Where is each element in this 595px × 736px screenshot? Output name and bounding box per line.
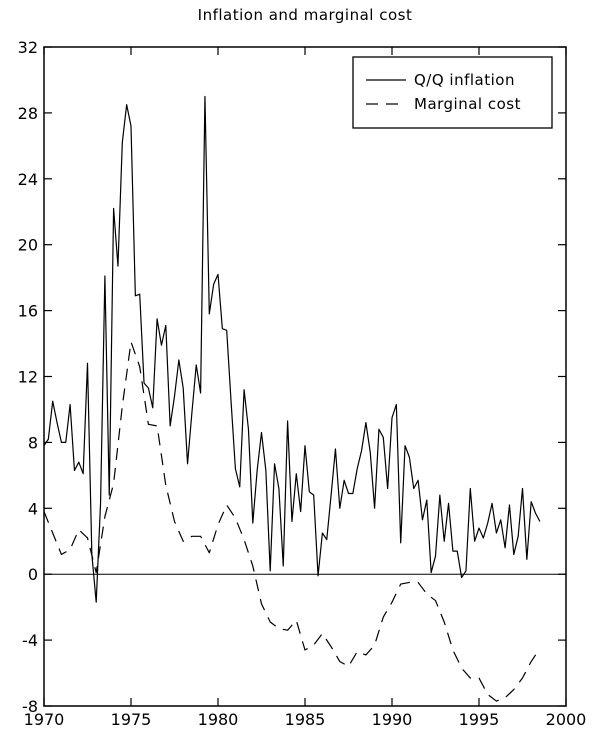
x-tick-label: 1990 [372,710,413,729]
legend-label-marginal-cost: Marginal cost [414,95,521,113]
y-tick-label: 20 [18,236,38,255]
y-tick-label: -8 [22,697,38,716]
series-line-q-q-inflation [43,95,541,603]
y-tick-label: 0 [28,565,38,584]
x-tick-label: 1995 [459,710,500,729]
series-line-marginal-cost [43,341,541,702]
chart-title: Inflation and marginal cost [198,6,413,24]
y-tick-label: 32 [18,38,38,57]
y-tick-label: 12 [18,368,38,387]
legend: Q/Q inflation Marginal cost [352,56,553,129]
x-tick-label: 1985 [285,710,326,729]
y-tick-label: 4 [28,499,38,518]
y-tick-label: 8 [28,433,38,452]
y-tick-label: 24 [18,170,38,189]
plot-area [43,95,566,702]
legend-box [352,56,553,129]
legend-label-inflation: Q/Q inflation [414,71,515,89]
axes: -8 -4 0 4 8 12 16 20 24 28 32 1970 1975 1980 1985 1990 1… [18,38,587,729]
y-tick-label: 16 [18,302,38,321]
y-tick-label: 28 [18,104,38,123]
x-tick-label: 1970 [24,710,65,729]
x-tick-label: 1975 [111,710,152,729]
x-tick-label: 2000 [546,710,587,729]
y-tick-label: -4 [22,631,38,650]
x-tick-label: 1980 [198,710,239,729]
